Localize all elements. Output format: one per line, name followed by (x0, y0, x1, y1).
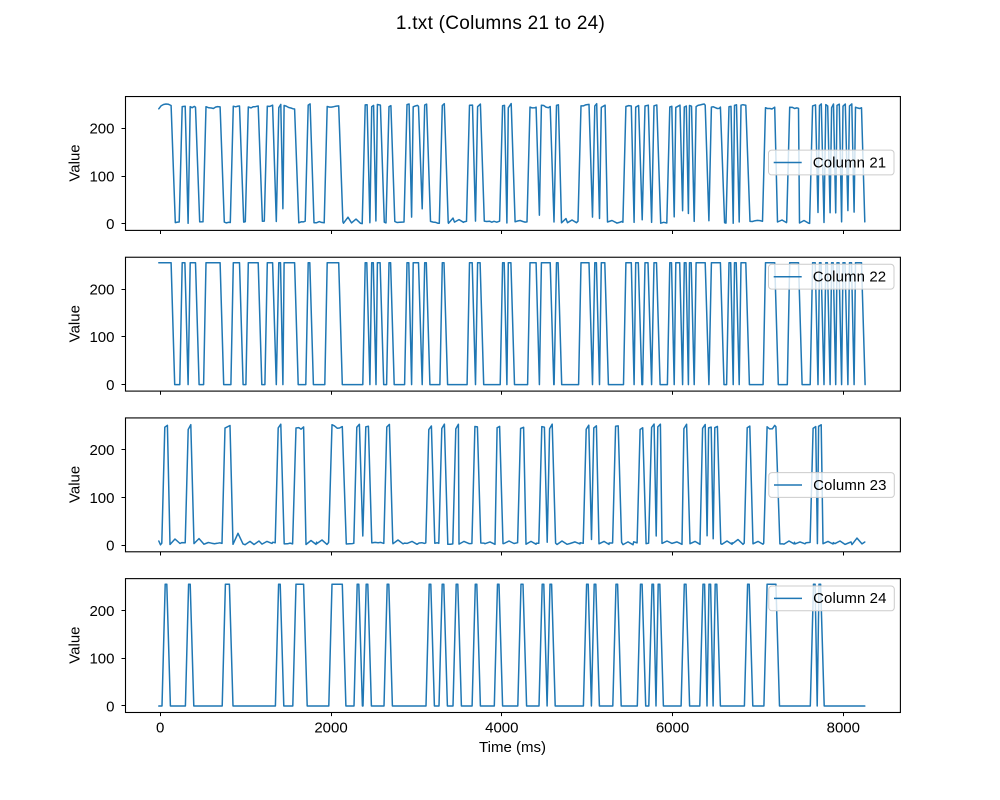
svg-text:200: 200 (89, 442, 114, 459)
svg-text:Value: Value (66, 305, 83, 342)
svg-text:Column 23: Column 23 (813, 477, 886, 494)
svg-text:100: 100 (89, 651, 114, 668)
svg-text:0: 0 (156, 719, 164, 736)
svg-text:6000: 6000 (656, 719, 689, 736)
svg-text:Value: Value (66, 144, 83, 181)
svg-text:0: 0 (106, 377, 114, 394)
svg-text:Time (ms): Time (ms) (479, 739, 546, 756)
svg-text:Value: Value (66, 626, 83, 663)
svg-text:2000: 2000 (314, 719, 347, 736)
svg-text:Column 24: Column 24 (813, 590, 886, 607)
svg-text:100: 100 (89, 168, 114, 185)
svg-text:200: 200 (89, 121, 114, 138)
svg-text:Column 22: Column 22 (813, 269, 886, 286)
svg-text:0: 0 (106, 216, 114, 233)
svg-text:0: 0 (106, 698, 114, 715)
svg-text:Value: Value (66, 466, 83, 503)
svg-text:200: 200 (89, 603, 114, 620)
svg-text:100: 100 (89, 329, 114, 346)
svg-text:4000: 4000 (485, 719, 518, 736)
svg-text:1.txt (Columns 21 to 24): 1.txt (Columns 21 to 24) (396, 13, 605, 34)
svg-text:100: 100 (89, 490, 114, 507)
svg-text:200: 200 (89, 281, 114, 298)
svg-text:Column 21: Column 21 (813, 154, 886, 171)
svg-text:0: 0 (106, 538, 114, 555)
svg-text:8000: 8000 (827, 719, 860, 736)
